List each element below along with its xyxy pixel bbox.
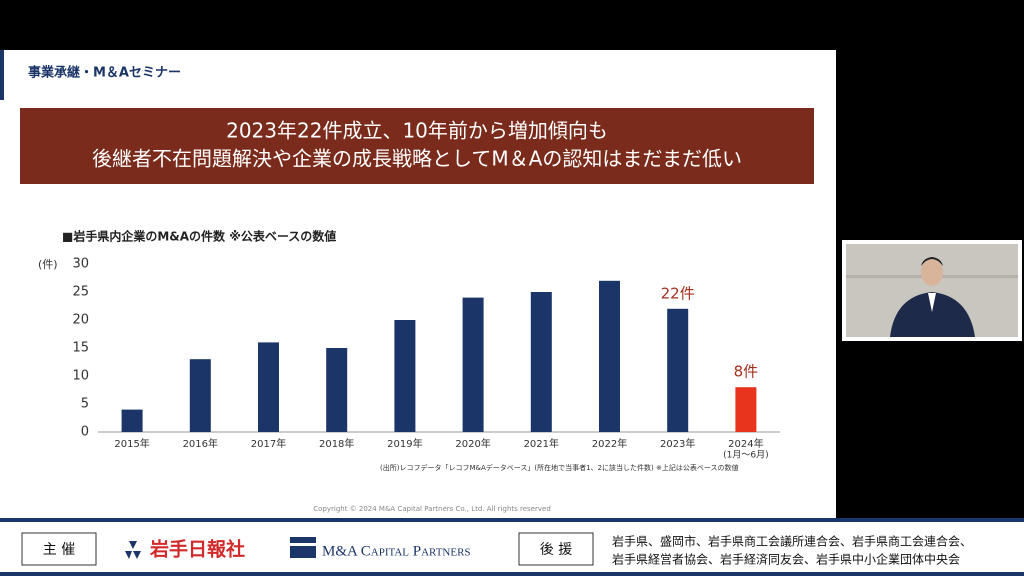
value-label: 8件 (734, 363, 759, 381)
x-tick-label: 2015年 (114, 437, 149, 450)
organizer-logo: 岩手日報社 (149, 538, 245, 561)
x-tick-label: 2022年 (592, 437, 627, 450)
x-tick-label: 2023年 (660, 437, 695, 450)
chart-title: ■岩手県内企業のM&Aの件数 ※公表ベースの数値 (62, 229, 336, 244)
bar (258, 342, 279, 432)
bar (189, 359, 211, 432)
accent-bar (0, 50, 4, 100)
x-tick-label: 2018年 (319, 437, 354, 450)
person-hair (921, 257, 943, 266)
y-tick-label: 15 (72, 341, 89, 356)
x-tick-label: 2024年 (728, 437, 763, 450)
y-tick-label: 30 (72, 257, 89, 272)
slide-header: 事業承継・M＆Aセミナー (28, 65, 181, 81)
x-tick-label: 2017年 (251, 437, 286, 450)
x-tick-label: 2021年 (524, 437, 559, 450)
organizer-logo: M&A Capital Partners (322, 543, 471, 559)
person-body (890, 292, 975, 337)
logo-mark (290, 537, 316, 558)
value-label: 22件 (661, 284, 695, 302)
bar (462, 297, 484, 432)
bar (121, 409, 143, 432)
y-axis-label: (件) (38, 258, 58, 271)
source-note: (出所)レコフデータ「レコフM&Aデータベース」(所在地で当事者1、2に該当した… (380, 463, 739, 472)
banner-line: 後継者不在問題解決や企業の成長戦略としてM＆Aの認知はまだまだ低い (92, 147, 742, 171)
label-box (518, 532, 594, 566)
y-tick-label: 5 (81, 397, 89, 412)
y-tick-label: 20 (72, 313, 89, 328)
bar (599, 280, 620, 432)
x-tick-label: 2020年 (455, 437, 490, 450)
person-shirt (928, 293, 936, 312)
label-box (21, 532, 97, 566)
x-tick-label: 2016年 (183, 437, 218, 450)
y-tick-label: 10 (72, 369, 89, 384)
bar (667, 308, 689, 432)
person-head (921, 258, 943, 286)
banner-line: 2023年22件成立、10年前から増加傾向も (226, 119, 608, 143)
y-tick-label: 0 (81, 425, 89, 440)
bar (394, 320, 416, 432)
footer-line (0, 572, 1024, 576)
supporters: 岩手県経営者協会、岩手経済同友会、岩手県中小企業団体中央会 (612, 552, 960, 567)
y-tick-label: 25 (72, 285, 89, 300)
bar (735, 387, 757, 432)
x-tick-label: 2019年 (387, 437, 422, 450)
bar (326, 348, 348, 432)
bar (530, 292, 552, 432)
x-tick-note: (1月～6月) (723, 450, 768, 461)
support-label: 後 援 (540, 542, 572, 558)
banner (20, 108, 814, 184)
supporters: 岩手県、盛岡市、岩手県商工会議所連合会、岩手県商工会連合会、 (612, 534, 972, 549)
footer (0, 518, 1024, 576)
organizer-label: 主 催 (43, 542, 75, 558)
footer-line (0, 518, 1024, 522)
chart: 0 5 10 15 20 25 30 2015年 2016年 2017年 2018年 2019年 202… (72, 257, 780, 461)
logo-mark (125, 541, 141, 559)
copyright: Copyright © 2024 M&A Capital Partners Co… (313, 505, 551, 513)
